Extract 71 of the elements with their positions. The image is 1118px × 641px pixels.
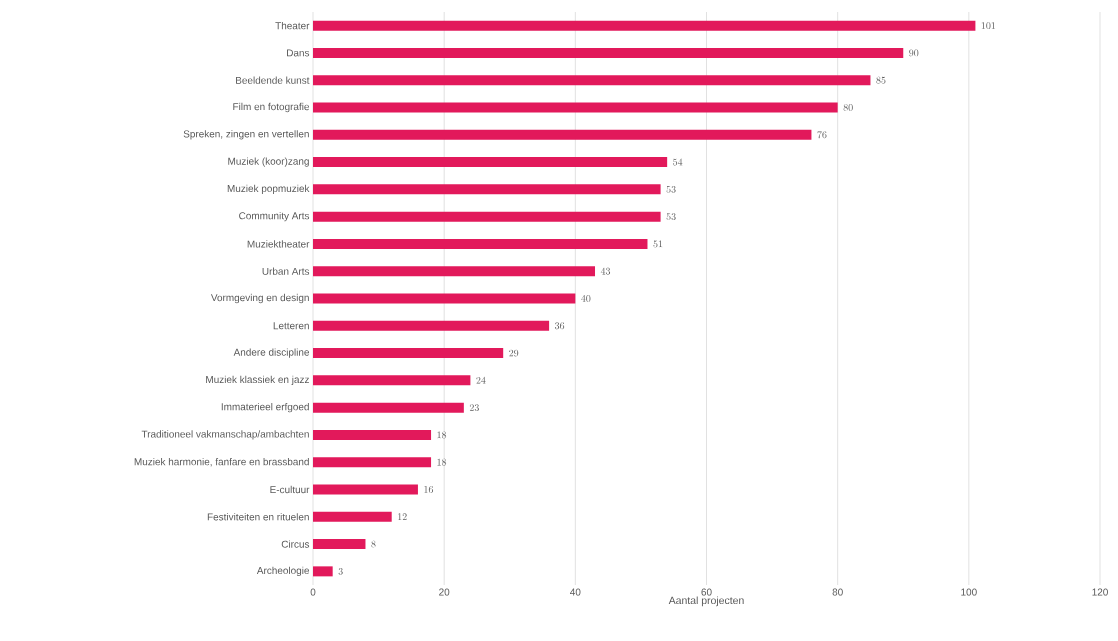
data-label: 53 [666,185,676,193]
bar [313,320,550,331]
bar [313,375,471,386]
data-label: 8 [371,540,376,548]
data-label: 85 [876,76,886,84]
y-tick-label: Community Arts [239,212,310,222]
x-tick-label: 0 [310,588,316,596]
data-label: 53 [666,213,676,221]
data-label: 24 [476,376,486,384]
bar [313,293,576,304]
y-tick-label: Film en fotografie [233,102,310,113]
data-label: 101 [981,22,996,30]
data-label: 76 [817,131,827,139]
data-label: 3 [338,567,343,575]
y-tick-label: Spreken, zingen en vertellen [183,130,309,140]
bar [313,511,392,522]
x-axis-title: Aantal projecten [668,596,744,607]
data-label: 43 [600,267,611,275]
y-tick-label: E-cultuur [270,485,310,494]
bar [313,348,504,359]
data-label: 54 [673,158,683,166]
y-tick-label: Muziek popmuziek [227,184,310,194]
y-tick-label: Muziektheater [247,240,310,248]
y-tick-label: Archeologie [256,566,310,576]
y-tick-label: Beeldende kunst [236,76,310,84]
y-tick-label: Andere discipline [233,348,310,358]
y-tick-label: Vormgeving en design [210,293,309,304]
y-tick-label: Dans [287,49,310,57]
bar [313,20,976,31]
bar [313,457,432,468]
y-tick-label: Urban Arts [262,267,310,275]
x-tick-label: 60 [701,588,712,596]
bar [313,266,596,277]
y-tick-label: Muziek klassiek en jazz [206,375,309,385]
y-tick-label: Circus [281,540,310,548]
data-label: 18 [437,431,447,439]
data-label: 51 [653,240,663,248]
bar [313,484,418,495]
data-label: 40 [581,294,591,302]
bar [313,238,648,249]
x-tick-label: 40 [570,588,581,596]
x-tick-label: 100 [961,588,977,596]
bar [313,129,812,140]
data-label: 36 [555,322,565,330]
data-label: 80 [843,104,853,111]
data-label: 29 [509,349,519,357]
bar [313,402,464,413]
y-tick-label: Traditioneel vakmanschap/ambachten [141,430,309,440]
bar [313,429,432,440]
data-label: 16 [424,486,433,493]
bar [313,47,904,58]
x-tick-label: 80 [832,588,843,596]
y-tick-label: Muziek harmonie, fanfare en brassband [134,457,309,467]
y-tick-label: Immaterieel erfgoed [221,403,309,413]
x-tick-label: 120 [1092,588,1108,596]
data-label: 18 [437,458,447,466]
bar [313,211,661,222]
y-tick-label: Theater [275,21,310,30]
data-label: 23 [469,404,479,412]
bar [313,75,871,86]
x-tick-label: 20 [439,588,450,596]
y-tick-label: Muziek (koor)zang [228,157,309,167]
bar [313,102,838,113]
data-label: 90 [909,49,919,57]
bar [313,157,668,168]
data-label: 12 [398,513,407,520]
y-tick-label: Festiviteiten en rituelen [207,513,309,521]
bar [313,539,366,550]
y-tick-label: Letteren [273,322,309,330]
bar [313,184,661,195]
bar [313,566,333,577]
